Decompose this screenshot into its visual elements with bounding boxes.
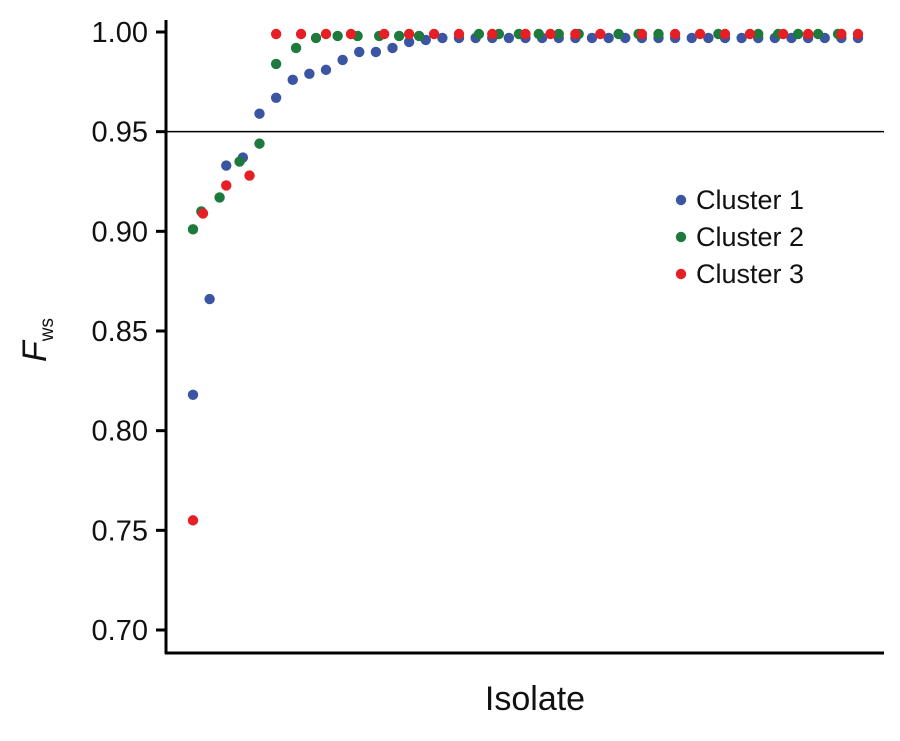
data-point-cluster-3 [570,28,581,40]
data-point-cluster-3 [345,28,357,40]
legend-item: Cluster 1 [675,185,804,215]
data-point-cluster-1 [204,293,215,305]
data-point-cluster-1 [703,32,714,44]
data-point-cluster-2 [812,28,824,40]
data-point-cluster-2 [332,30,343,42]
data-point-cluster-3 [852,28,864,40]
data-point-cluster-1 [437,32,448,44]
data-point-cluster-1 [337,54,348,66]
data-point-cluster-1 [686,32,697,44]
y-tick-label: 0.95 [92,117,148,149]
data-point-cluster-3 [487,28,498,40]
data-point-cluster-1 [586,32,598,44]
data-point-cluster-3 [636,28,648,40]
data-point-cluster-3 [187,515,199,526]
data-point-cluster-2 [753,28,764,40]
y-ticks: 0.70 0.75 0.80 0.85 0.90 0.95 1.00 [92,17,166,647]
y-tick-label: 0.75 [92,515,148,547]
data-point-cluster-3 [378,28,390,40]
data-point-cluster-2 [254,138,265,149]
data-point-cluster-3 [295,28,307,40]
data-point-cluster-2 [290,42,302,54]
data-point-cluster-3 [694,28,706,40]
data-point-cluster-2 [473,28,485,40]
data-point-cluster-2 [613,28,624,40]
data-point-cluster-1 [270,92,282,103]
legend-item: Cluster 3 [675,259,804,289]
x-axis-title: Isolate [485,680,585,718]
y-tick-label: 1.00 [92,17,148,49]
data-point-cluster-2 [393,30,405,42]
data-point-cluster-3 [320,28,332,40]
data-point-cluster-3 [719,28,731,40]
data-point-cluster-3 [777,28,789,40]
data-point-cluster-3 [197,208,209,219]
data-point-cluster-2 [310,32,322,44]
y-tick-label: 0.90 [92,216,148,248]
data-point-cluster-2 [234,156,245,167]
y-axis-title-main: F [16,339,54,362]
legend: Cluster 1 Cluster 2 Cluster 3 [675,185,804,289]
data-point-cluster-1 [387,42,398,54]
y-tick-label: 0.85 [92,316,148,348]
data-point-cluster-3 [270,28,282,40]
data-point-cluster-2 [270,58,282,70]
y-tick-label: 0.70 [92,615,148,647]
y-tick-label: 0.80 [92,416,148,448]
data-point-cluster-2 [653,28,664,40]
data-point-cluster-1 [254,108,265,119]
data-point-cluster-3 [836,28,847,40]
data-point-cluster-1 [370,46,382,58]
data-point-cluster-3 [744,28,756,40]
data-point-cluster-2 [533,28,544,40]
data-point-cluster-3 [403,28,415,40]
data-point-cluster-3 [595,28,606,40]
data-point-cluster-3 [453,28,465,40]
data-point-cluster-3 [520,28,531,40]
data-point-cluster-3 [802,28,814,40]
data-point-cluster-3 [244,170,255,181]
data-point-cluster-2 [553,28,564,40]
data-point-cluster-3 [428,28,440,40]
data-point-cluster-1 [603,32,614,44]
legend-label: Cluster 2 [696,222,804,252]
legend-label: Cluster 3 [696,259,804,289]
data-point-cluster-1 [221,160,232,171]
legend-marker [675,194,687,206]
data-point-cluster-3 [545,28,556,40]
data-point-cluster-1 [354,46,365,58]
data-point-cluster-2 [413,30,425,42]
data-point-cluster-1 [320,64,332,76]
data-point-cluster-1 [503,32,515,44]
y-axis-title-subscript: ws [37,318,58,342]
data-point-cluster-1 [736,32,747,44]
data-point-cluster-3 [221,180,232,191]
data-point-cluster-1 [304,68,315,80]
legend-marker [675,268,687,280]
legend-item: Cluster 2 [675,222,804,252]
data-point-cluster-1 [187,389,199,400]
data-point-cluster-2 [214,192,225,203]
legend-marker [675,231,687,243]
data-point-cluster-1 [403,36,415,48]
plot-area: 0.70 0.75 0.80 0.85 0.90 0.95 1.00 [92,17,884,655]
data-point-cluster-3 [669,28,681,40]
data-point-cluster-2 [792,28,804,40]
data-point-cluster-1 [287,74,298,86]
y-axis-title: Fws [16,318,58,362]
data-points [187,28,864,526]
data-point-cluster-2 [187,224,199,235]
legend-label: Cluster 1 [696,185,804,215]
